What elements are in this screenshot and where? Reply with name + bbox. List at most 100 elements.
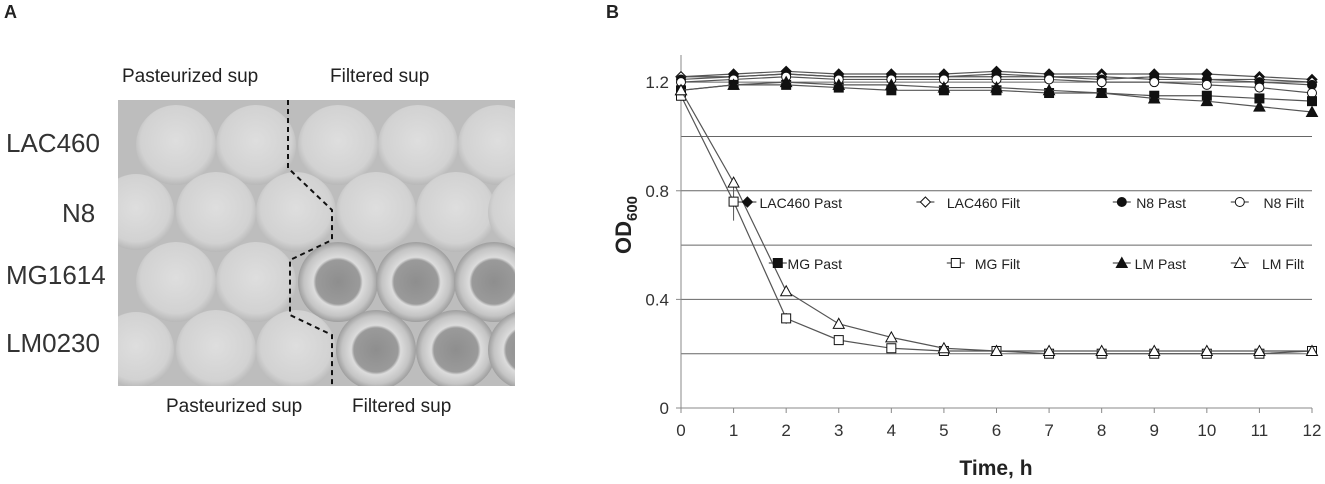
legend-item: MG Past [768, 256, 843, 272]
data-point [832, 78, 846, 90]
series-lm-filt [674, 83, 1319, 356]
x-tick-label: 2 [781, 421, 790, 440]
data-point [990, 344, 1003, 356]
well-plate-image [118, 100, 515, 386]
legend-label: LM Filt [1262, 256, 1304, 272]
gridlines [681, 81, 1312, 355]
y-tick-label: 1.2 [645, 73, 669, 92]
x-tick-label: 4 [887, 421, 896, 440]
x-tick-label: 5 [939, 421, 948, 440]
data-point [832, 317, 846, 329]
panel-b-letter: B [606, 2, 619, 22]
legend-marker [1115, 256, 1129, 268]
legend-label: MG Filt [975, 256, 1020, 272]
data-point [1147, 91, 1161, 104]
legend-marker [1233, 256, 1247, 268]
data-point [1095, 344, 1109, 356]
legend-label: LM Past [1135, 256, 1186, 272]
legend-label: N8 Filt [1264, 195, 1305, 211]
legend-marker [919, 196, 932, 208]
bottom-right-label: Filtered sup [352, 396, 452, 417]
legend-item: MG Filt [946, 256, 1020, 272]
data-point [1305, 105, 1319, 118]
data-point [884, 78, 898, 90]
data-point [1254, 82, 1265, 93]
series-line [680, 90, 1312, 352]
tick-labels: 00.40.81.20 1 2 3 4 5 6 7 8 9 10 11 12 [645, 73, 1321, 440]
x-tick-label: 6 [992, 421, 1001, 440]
data-point [1149, 77, 1160, 88]
data-point [937, 81, 951, 93]
data-point [1200, 94, 1214, 107]
data-point [1096, 77, 1107, 88]
y-tick-label: 0.8 [645, 182, 669, 201]
bottom-left-label: Pasteurized sup [166, 396, 303, 417]
legend-item: N8 Filt [1230, 195, 1305, 211]
data-point [781, 313, 792, 324]
x-tick-label: 8 [1097, 421, 1106, 440]
row-label-n8: N8 [62, 198, 96, 228]
legend-label: N8 Past [1136, 195, 1186, 211]
top-right-label: Filtered sup [330, 66, 430, 87]
legend-marker [1116, 197, 1127, 207]
data-point [727, 78, 740, 90]
growth-chart: 00.40.81.20 1 2 3 4 5 6 7 8 9 10 11 12 LAC460 Past LA… [611, 55, 1321, 480]
legend-label: LAC460 Filt [947, 195, 1020, 211]
legend-item: LM Past [1112, 256, 1186, 272]
x-tick-label: 1 [729, 421, 738, 440]
legend-item: LAC460 Past [738, 195, 842, 211]
boundary-dashed-line [287, 100, 333, 386]
data-point [884, 330, 898, 343]
data-point [1253, 344, 1266, 356]
data-point [1042, 83, 1056, 96]
data-point [1044, 74, 1055, 85]
panel-a-photo: Pasteurized sup Filtered sup LAC460 N8 M… [0, 0, 600, 484]
data-point [886, 343, 897, 354]
x-tick-label: 12 [1303, 421, 1322, 440]
x-axis-label: Time, h [959, 457, 1032, 480]
data-point [990, 81, 1003, 93]
series [674, 65, 1319, 359]
y-tick-label: 0.4 [645, 290, 669, 309]
data-point [1042, 344, 1056, 356]
data-point [1147, 344, 1161, 356]
data-point [779, 284, 793, 297]
data-point [1305, 344, 1319, 356]
data-point [1201, 79, 1212, 90]
y-axis-label: OD600 [611, 196, 641, 254]
legend-item: LAC460 Filt [916, 195, 1020, 211]
data-point [674, 83, 688, 96]
legend: LAC460 Past LAC460 Filt N8 Past N8 Filt MG P… [738, 195, 1304, 272]
legend-label: MG Past [788, 256, 843, 272]
x-tick-label: 11 [1251, 421, 1269, 440]
data-point [779, 75, 793, 88]
legend-item: LM Filt [1230, 256, 1304, 272]
wells [118, 105, 515, 386]
axes [676, 55, 1313, 413]
data-point [1200, 344, 1214, 356]
data-point [727, 176, 740, 188]
data-point [1095, 86, 1109, 99]
legend-marker [1234, 197, 1245, 207]
data-point [833, 335, 844, 346]
legend-marker [950, 258, 961, 268]
series-lm-past [674, 75, 1319, 118]
row-label-mg1614: MG1614 [6, 260, 106, 290]
data-point [728, 196, 739, 207]
series-mg-filt [676, 90, 1317, 359]
row-label-lm0230: LM0230 [6, 328, 100, 358]
data-point [1307, 96, 1317, 107]
row-label-lac460: LAC460 [6, 128, 100, 158]
x-tick-label: 3 [834, 421, 843, 440]
data-point [937, 341, 951, 354]
x-tick-label: 9 [1150, 421, 1159, 440]
legend-label: LAC460 Past [760, 195, 843, 211]
series-line [680, 95, 1313, 355]
legend-marker [772, 258, 783, 268]
x-tick-label: 7 [1044, 421, 1053, 440]
legend-marker [741, 196, 754, 208]
legend-item: N8 Past [1112, 195, 1186, 211]
top-left-label: Pasteurized sup [122, 66, 259, 87]
data-point [1253, 100, 1266, 112]
y-tick-label: 0 [660, 399, 669, 418]
